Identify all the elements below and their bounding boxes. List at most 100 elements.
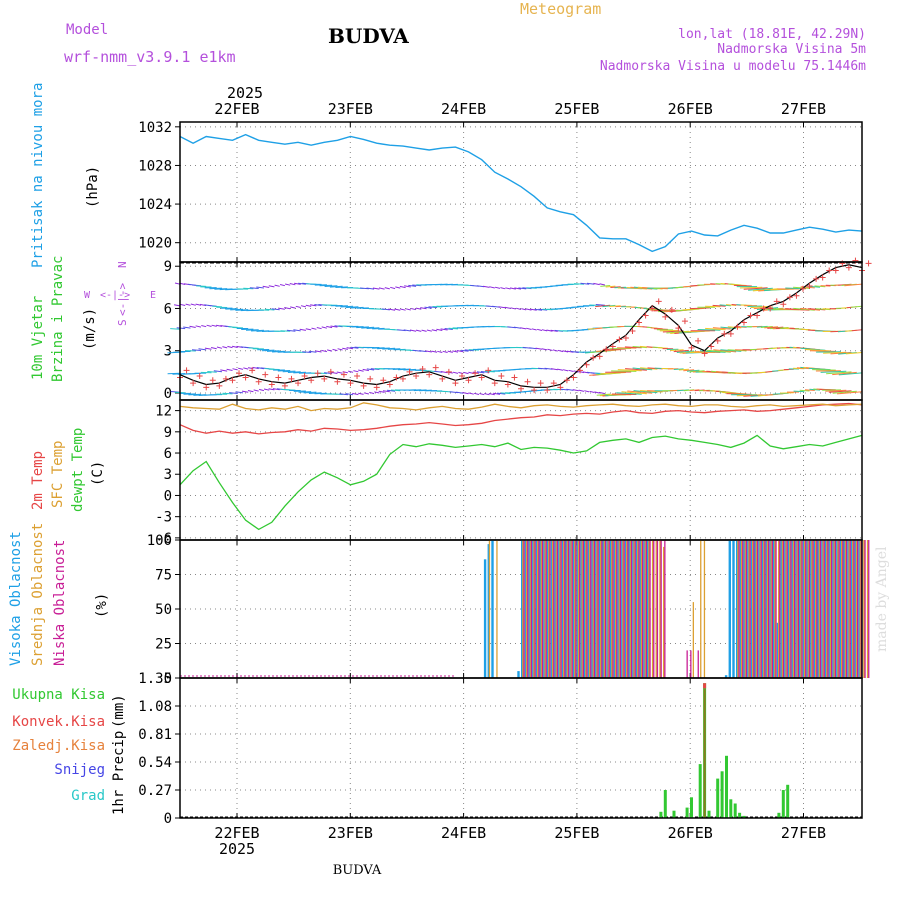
- cloud-bar: [603, 540, 605, 678]
- wind-arrow: [253, 389, 259, 392]
- cloud-bar: [634, 540, 636, 678]
- wind-arrow: [400, 308, 406, 311]
- cloud-bar: [724, 675, 728, 678]
- cloud-bar: [597, 540, 599, 678]
- wind-gust-marker: [288, 375, 295, 382]
- wind-gust-marker: [799, 285, 806, 292]
- wind-arrow: [793, 307, 815, 311]
- wind-arrow: [705, 305, 721, 308]
- wind-gust-marker: [609, 343, 616, 350]
- precip-conv-bar: [703, 683, 707, 689]
- y-tick-label: 6: [164, 446, 172, 462]
- wind-arrow: [295, 305, 301, 308]
- cloud-bar: [496, 540, 498, 678]
- cloud-bar: [533, 540, 535, 678]
- precip-total-bar: [777, 812, 781, 818]
- wind-arrow: [191, 349, 202, 351]
- wind-gust-marker: [721, 330, 728, 337]
- wind-gust-marker: [845, 264, 852, 271]
- wind-arrow: [510, 307, 516, 310]
- cloud-bar: [525, 540, 528, 678]
- wind-gust-marker: [675, 325, 682, 332]
- cloud-bar: [700, 540, 702, 678]
- wind-arrow: [378, 390, 385, 393]
- wind-arrow: [319, 284, 333, 287]
- wind-arrow: [557, 368, 564, 371]
- wind-arrow: [302, 351, 312, 353]
- cloud-bar: [763, 540, 765, 678]
- wind-arrow: [409, 329, 417, 332]
- footer-station: BUDVA: [333, 863, 382, 878]
- wind-arrow: [196, 285, 207, 287]
- wind-gust-marker: [262, 371, 269, 378]
- cloud-bar: [745, 540, 748, 678]
- wind-arrow: [584, 390, 590, 393]
- wind-arrow: [580, 282, 590, 285]
- cloud-bar: [566, 540, 568, 678]
- wind-gust-marker: [740, 319, 747, 326]
- wind-arrow: [464, 349, 474, 352]
- wind-gust-marker: [504, 381, 511, 388]
- wind-gust-marker: [688, 344, 695, 351]
- wind-arrow: [195, 325, 202, 328]
- wind-arrow: [845, 352, 863, 355]
- cloud-ylabel-3: Niska Oblacnost: [52, 540, 68, 666]
- cloud-ylabel-1: Visoka Oblacnost: [8, 531, 24, 666]
- wind-arrow: [712, 327, 731, 330]
- wind-arrow: [222, 346, 228, 349]
- wind-gust-marker: [393, 374, 400, 381]
- wind-arrow: [456, 391, 464, 394]
- wind-arrow: [600, 285, 611, 287]
- wind-gust-marker: [577, 367, 584, 374]
- y-tick-label: 25: [155, 637, 172, 653]
- top-date-label: 24FEB: [441, 100, 486, 118]
- cloud-bar: [766, 540, 769, 678]
- wind-arrow: [397, 368, 411, 371]
- panel-frame: [179, 399, 863, 541]
- wind-arrow: [282, 370, 296, 373]
- pressure-ylabel: Pritisak na nivou mora: [30, 83, 46, 268]
- cloud-bar: [823, 540, 825, 678]
- wind-arrow: [428, 306, 438, 309]
- wind-arrow: [837, 391, 863, 395]
- altitude-label: Nadmorska Visina 5m: [717, 42, 866, 57]
- wind-arrow: [694, 351, 721, 353]
- wind-arrow: [235, 391, 244, 394]
- wind-arrow: [670, 349, 684, 351]
- wind-arrow: [358, 369, 364, 372]
- wind-arrow: [557, 349, 564, 353]
- sfc-temp-line: [179, 402, 863, 412]
- wind-arrow: [230, 308, 244, 311]
- wind-arrow: [337, 348, 343, 351]
- wind-arrow: [258, 388, 265, 392]
- precip-total-bar: [781, 790, 785, 818]
- cloud-bar: [611, 540, 613, 678]
- wind-arrow: [298, 282, 306, 285]
- y-tick-label: 0: [164, 488, 172, 504]
- cloud-bar: [831, 540, 833, 678]
- top-date-label: 27FEB: [781, 100, 826, 118]
- wind-arrow: [176, 327, 186, 330]
- y-tick-label: 50: [155, 602, 172, 618]
- wind-arrow: [265, 308, 275, 311]
- wind-arrow: [431, 350, 438, 353]
- wind-arrow: [814, 285, 826, 288]
- wind-gust-marker: [826, 267, 833, 274]
- precip-total-bar: [786, 784, 790, 818]
- wind-arrow: [425, 350, 432, 353]
- wind-arrow: [248, 347, 259, 349]
- wind-gust-marker: [458, 373, 465, 380]
- cloud-bar: [556, 540, 559, 678]
- wind-gust-marker: [603, 346, 610, 353]
- wind-arrow: [362, 368, 369, 372]
- wind-gust-marker: [629, 328, 636, 334]
- compass-s: S: [116, 319, 129, 326]
- y-tick-label: 1028: [138, 158, 172, 174]
- y-tick-label: 1.35: [138, 671, 172, 687]
- wind-arrow: [213, 370, 223, 373]
- wind-arrow: [627, 390, 653, 394]
- wind-arrow: [408, 284, 417, 287]
- wind-arrow: [448, 327, 459, 330]
- cloud-bar: [656, 540, 659, 678]
- wind-arrow: [321, 349, 328, 353]
